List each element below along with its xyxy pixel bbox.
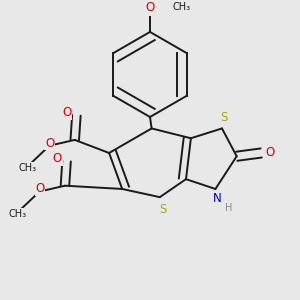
Text: S: S — [159, 203, 167, 216]
Text: O: O — [63, 106, 72, 119]
Text: O: O — [266, 146, 275, 160]
Text: O: O — [146, 1, 154, 14]
Text: O: O — [45, 137, 54, 150]
Text: O: O — [35, 182, 44, 196]
Text: O: O — [53, 152, 62, 165]
Text: CH₃: CH₃ — [18, 163, 36, 173]
Text: S: S — [220, 112, 228, 124]
Text: CH₃: CH₃ — [172, 2, 190, 12]
Text: CH₃: CH₃ — [8, 208, 27, 218]
Text: N: N — [213, 192, 221, 205]
Text: H: H — [226, 203, 233, 213]
